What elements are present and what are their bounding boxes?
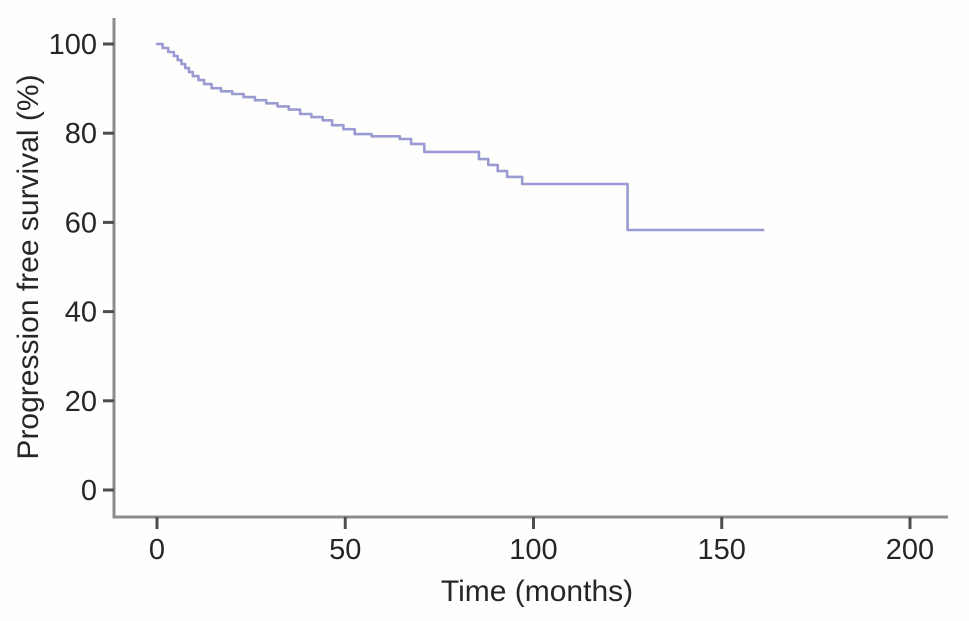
x-tick-label: 0	[149, 534, 165, 566]
x-tick-label: 200	[886, 534, 934, 566]
y-axis-ticks: 0 20 40 60 80 100	[49, 29, 114, 507]
y-tick-label: 0	[81, 475, 97, 507]
x-tick-label: 150	[698, 534, 746, 566]
y-tick-label: 20	[65, 386, 97, 418]
y-tick-label: 40	[65, 297, 97, 329]
x-axis-ticks: 0 50 100 150 200	[149, 517, 934, 566]
y-tick-label: 80	[65, 118, 97, 150]
y-axis-title: Progression free survival (%)	[12, 74, 45, 459]
survival-curve	[155, 42, 765, 232]
y-tick-label: 100	[49, 29, 97, 61]
x-tick-label: 50	[329, 534, 361, 566]
x-tick-label: 100	[509, 534, 557, 566]
y-tick-label: 60	[65, 207, 97, 239]
x-axis-title: Time (months)	[441, 575, 633, 608]
